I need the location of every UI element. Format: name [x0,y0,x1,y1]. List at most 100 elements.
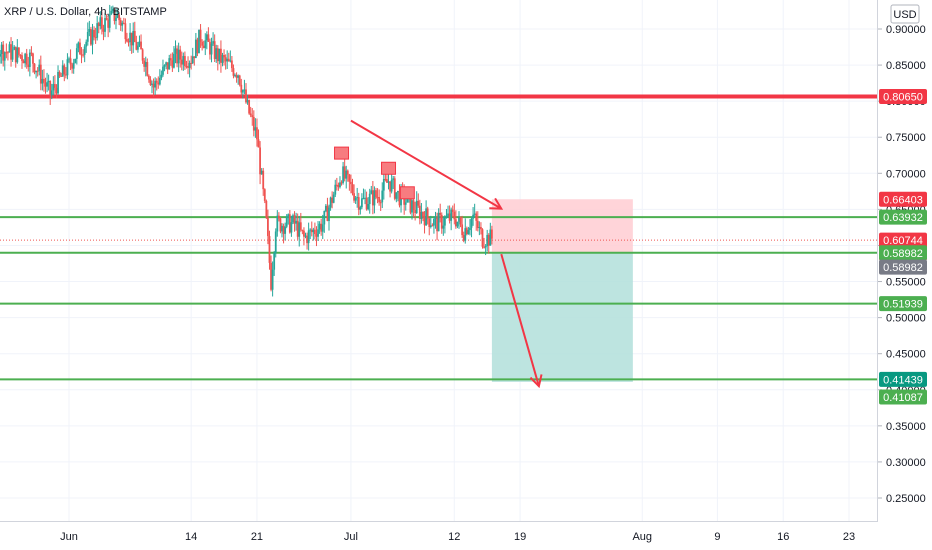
candle-body [484,246,487,248]
candle-body [473,213,476,215]
candle-body [309,229,312,231]
candle-body [118,14,121,21]
candle-body [137,45,139,50]
candle-body [271,269,274,290]
candle-body [111,9,114,11]
price-label-text: 0.60744 [883,235,923,247]
candle-body [480,226,482,230]
candle-body [16,47,19,63]
horizontal-levels [0,94,878,381]
candle-body [122,22,125,24]
candle-body [126,39,128,42]
candle-body [370,190,373,194]
candle-body [357,197,360,210]
candle-body [337,185,340,188]
candle-body [43,78,45,83]
candle-body [25,53,28,65]
arrow-shaft [500,253,540,387]
candle-body [49,81,52,96]
candle-body [240,84,243,93]
stop-loss-zone [491,199,633,253]
candle-body [157,82,160,85]
candle-body [58,72,61,76]
candle-body [0,53,1,57]
candle-body [129,32,131,43]
candle-body [102,28,105,32]
candle-body [144,62,147,67]
time-tick-label: 14 [185,531,197,543]
candle-body [263,189,266,201]
candle-body [444,217,446,226]
candle-body [328,207,330,221]
pattern-marker-box [399,186,415,200]
candle-body [115,17,117,21]
price-tick-label: 0.55000 [886,277,926,289]
candle-body [243,89,246,91]
candle-body [245,89,247,103]
position-zones [491,199,633,382]
candle-body [375,190,377,197]
candle-body [298,222,301,237]
candle-body [382,178,385,191]
candle-body [404,202,407,205]
candle-body [41,78,44,84]
candle-body [143,60,146,67]
candle-body [412,200,415,211]
price-label-text: 0.66403 [883,194,923,206]
candle-body [177,49,180,64]
candle-body [458,217,460,222]
candle-body [166,62,169,70]
time-tick-label: Jun [60,531,78,543]
candle-body [293,215,296,224]
arrow-shaft [350,119,502,210]
price-tick-label: 0.90000 [886,24,926,36]
candle-body [257,139,260,148]
time-axis[interactable]: Jun 14 21 Jul 12 19 Aug 9 16 23 [60,531,855,543]
price-tick-label: 0.85000 [886,60,926,72]
candle-body [36,70,39,72]
candle-body [306,235,308,244]
candle-body [279,218,282,232]
currency-badge[interactable]: USD [890,4,920,24]
candle-body [104,18,106,32]
candle-body [199,29,202,42]
price-label-text: 0.63932 [883,212,923,224]
candle-body [194,39,197,59]
candle-body [317,229,319,237]
candle-body [184,56,186,67]
candle-body [470,218,473,228]
price-tick-label: 0.75000 [886,132,926,144]
candle-body [30,52,33,54]
candle-body [69,58,72,65]
candle-body [22,60,25,64]
candle-body [321,224,324,232]
candle-body [223,55,225,58]
candle-body [96,23,99,38]
candle-body [398,190,401,206]
candle-body [451,209,454,212]
candle-body [83,46,86,55]
candle-body [350,181,352,185]
candle-body [113,9,116,21]
candle-body [212,41,214,44]
candle-body [334,184,337,195]
candle-body [66,59,69,76]
candle-body [44,82,47,87]
candle-body [107,19,110,28]
candle-body [323,210,326,225]
candle-body [77,42,80,49]
candle-body [130,32,133,46]
price-tick-label: 0.45000 [886,349,926,361]
candle-body [409,194,412,213]
candle-body [426,208,429,219]
candle-body [61,65,64,77]
time-tick-label: 23 [843,531,855,543]
candle-body [303,230,305,237]
candle-body [351,184,354,194]
candle-body [0,44,3,54]
candle-body [456,221,459,227]
candle-body [476,220,479,229]
candle-body [320,223,323,232]
candle-body [64,74,67,76]
